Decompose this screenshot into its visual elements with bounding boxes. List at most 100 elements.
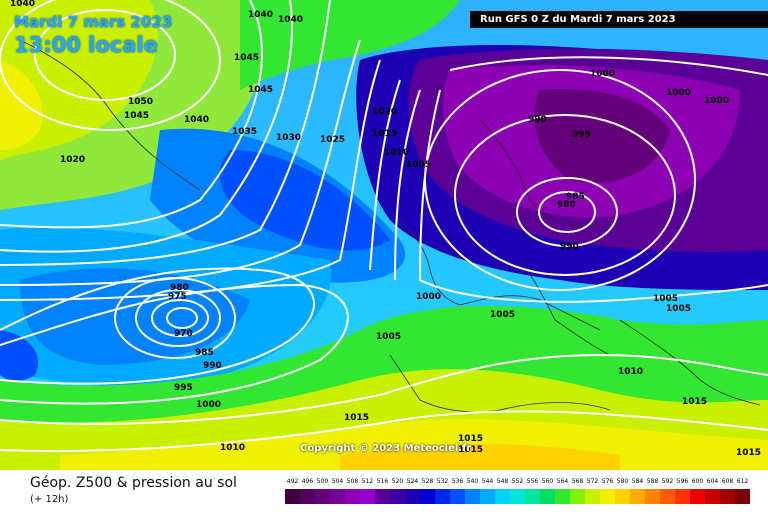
color-scale-label: 572 (586, 478, 599, 485)
model-run-banner: Run GFS 0 Z du Mardi 7 mars 2023 (470, 11, 768, 28)
isobar-label: 1005 (666, 304, 691, 314)
color-scale-label: 552 (511, 478, 524, 485)
isobar-label: 1015 (458, 445, 483, 455)
isobar-atl-980 (135, 289, 221, 347)
color-scale-label: 528 (421, 478, 434, 485)
iberia-coast (389, 354, 611, 413)
color-scale-swatch (630, 489, 645, 504)
color-scale-swatch (480, 489, 495, 504)
color-scale-label: 600 (691, 478, 704, 485)
isobar-label: 1015 (458, 434, 483, 444)
color-scale-bar (285, 489, 750, 504)
isobar-980 (538, 191, 596, 233)
color-scale-label: 564 (556, 478, 569, 485)
isobar-label: 990 (203, 361, 222, 371)
isobar-label: 990 (560, 242, 579, 252)
isobar-1015 (369, 79, 401, 271)
turkey-coast (619, 319, 761, 406)
color-scale-label: 516 (376, 478, 389, 485)
color-scale-swatch (435, 489, 450, 504)
color-scale-label: 540 (466, 478, 479, 485)
color-scale-label: 508 (346, 478, 359, 485)
isobar-label: 1045 (124, 111, 149, 121)
color-scale-swatch (525, 489, 540, 504)
isobar-1025 (0, 39, 361, 286)
forecast-date: Mardi 7 mars 2023 (14, 13, 173, 31)
isobar-label: 1000 (666, 88, 691, 98)
color-scale-swatch (705, 489, 720, 504)
color-scale-swatch (465, 489, 480, 504)
isobar-label: 985 (195, 348, 214, 358)
color-scale-label: 592 (661, 478, 674, 485)
color-scale-swatch (510, 489, 525, 504)
isobar-label: 1010 (220, 443, 245, 453)
isobar-label: 1010 (384, 148, 409, 158)
isobar-label: 1020 (60, 155, 85, 165)
isobar-atl-990 (0, 267, 315, 385)
isobar-1020 (0, 59, 381, 301)
isobar-label: 990 (528, 115, 547, 125)
isobar-label: 1000 (590, 69, 615, 79)
color-scale-label: 520 (391, 478, 404, 485)
isobar-label: 1025 (320, 135, 345, 145)
isobar-label: 1015 (736, 448, 761, 458)
color-scale-swatch (360, 489, 375, 504)
color-scale-swatch (390, 489, 405, 504)
color-scale-label: 608 (721, 478, 734, 485)
color-scale-label: 560 (541, 478, 554, 485)
north-green-field (240, 0, 460, 90)
isobar-995 (424, 69, 696, 291)
color-scale-labels: 492 496 500 504 508 512 516 520 524 528 532 536 540 5… (282, 478, 752, 488)
isobar-label: 1000 (416, 292, 441, 302)
sahara-orange-field (340, 443, 620, 470)
yellow-west-field (0, 60, 43, 150)
color-scale-swatch (315, 489, 330, 504)
isobar-985 (516, 177, 618, 247)
color-scale-swatch (300, 489, 315, 504)
isobar-atl-1000 (0, 283, 349, 405)
isobar-label: 1050 (128, 97, 153, 107)
color-scale-label: 588 (646, 478, 659, 485)
isobar-1045 (0, 0, 221, 131)
color-scale-swatch (420, 489, 435, 504)
isobar-atl-970 (166, 307, 198, 329)
color-scale-label: 612 (736, 478, 749, 485)
greenland-coast (19, 39, 201, 191)
isobar-label: 1005 (406, 160, 431, 170)
isobar-label: 980 (170, 283, 189, 293)
isobar-1030 (0, 0, 331, 266)
color-scale-swatch (555, 489, 570, 504)
isobar-1010-south (0, 353, 768, 425)
isobar-label: 1035 (232, 127, 257, 137)
forecast-local-time: 13:00 locale (14, 33, 158, 57)
color-scale-label: 556 (526, 478, 539, 485)
isobar-label: 1020 (372, 107, 397, 117)
color-scale-label: 532 (436, 478, 449, 485)
color-scale-swatch (735, 489, 750, 504)
isobar-label: 970 (174, 329, 193, 339)
isobar-1040 (0, 0, 263, 229)
isobar-label: 985 (566, 192, 585, 202)
isobar-label: 1000 (196, 400, 221, 410)
isobar-label: 1040 (10, 0, 35, 9)
color-scale-label: 536 (451, 478, 464, 485)
isobar-label: 995 (572, 130, 591, 140)
isobar-label: 1015 (682, 397, 707, 407)
coastlines (19, 39, 761, 413)
isobar-atl-985 (114, 277, 236, 359)
isobars (0, 0, 768, 451)
isobar-label: 1045 (248, 85, 273, 95)
color-scale-label: 604 (706, 478, 719, 485)
color-scale-label: 584 (631, 478, 644, 485)
isobar-label: 1015 (344, 413, 369, 423)
isobar-label: 995 (174, 383, 193, 393)
isobar-1035 (0, 0, 293, 253)
isobar-label: 975 (168, 292, 187, 302)
isobar-990 (454, 114, 676, 276)
isobar-1010 (394, 89, 421, 281)
isobar-label: 1045 (234, 53, 259, 63)
copyright-notice: Copyright © 2023 Meteociel.fr (300, 443, 472, 454)
isobar-label: 980 (557, 200, 576, 210)
color-scale-label: 548 (496, 478, 509, 485)
color-scale-swatch (690, 489, 705, 504)
